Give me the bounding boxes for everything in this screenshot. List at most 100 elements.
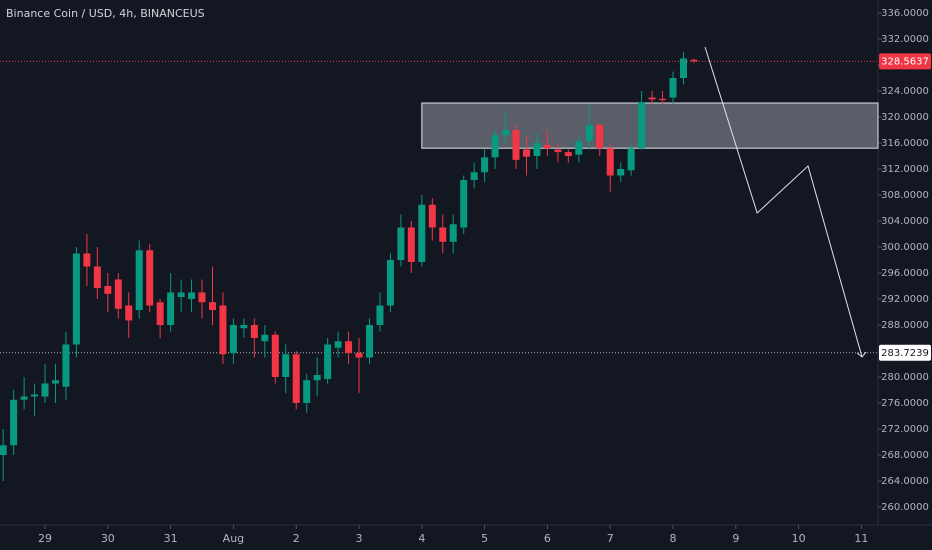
candle-body: [523, 149, 531, 157]
candle-body: [680, 58, 688, 78]
candle-body: [261, 334, 269, 342]
y-tick-label: 276.0000: [881, 398, 929, 409]
candle-body: [125, 305, 133, 321]
price-label: 328.5637: [881, 56, 929, 67]
x-tick-label: 3: [356, 532, 363, 545]
candle-body: [282, 354, 290, 377]
candle-body: [324, 344, 332, 379]
candle-body: [575, 141, 583, 155]
y-tick-label: 296.0000: [881, 268, 929, 279]
candle-body: [533, 142, 541, 156]
candle-body: [491, 135, 499, 158]
candle-body: [449, 224, 457, 242]
y-tick-label: 312.0000: [881, 164, 929, 175]
candle-body: [397, 227, 405, 260]
y-tick-label: 304.0000: [881, 216, 929, 227]
candle-body: [177, 292, 185, 298]
candle-body: [72, 253, 80, 345]
y-tick-label: 280.0000: [881, 372, 929, 383]
candle-body: [135, 250, 143, 311]
candle-body: [313, 375, 321, 381]
projection-line: [704, 46, 863, 358]
y-tick-label: 308.0000: [881, 190, 929, 201]
x-tick-label: 9: [732, 532, 739, 545]
x-tick-label: 10: [792, 532, 806, 545]
candle-body: [502, 129, 510, 136]
y-tick-label: 300.0000: [881, 242, 929, 253]
x-tick-label: 2: [293, 532, 300, 545]
candle-body: [669, 77, 677, 98]
y-tick-label: 264.0000: [881, 476, 929, 487]
arrow-head: [856, 351, 867, 358]
y-tick-label: 336.0000: [881, 8, 929, 19]
x-tick-label: 29: [38, 532, 52, 545]
candle-body: [439, 227, 447, 242]
candle-body: [366, 324, 374, 358]
candle-body: [355, 352, 363, 358]
chart-title: Binance Coin / USD, 4h, BINANCEUS: [6, 7, 205, 20]
candle-body: [617, 168, 625, 176]
y-tick-label: 320.0000: [881, 112, 929, 123]
candle-body: [585, 124, 593, 142]
y-tick-label: 272.0000: [881, 424, 929, 435]
candle-body: [407, 227, 415, 262]
candle-body: [690, 59, 698, 62]
candle-body: [564, 152, 572, 156]
candle-body: [627, 148, 635, 171]
candle-body: [62, 344, 70, 387]
candle-body: [648, 97, 656, 100]
candle-body: [198, 292, 206, 303]
y-tick-label: 332.0000: [881, 34, 929, 45]
x-tick-label: 31: [164, 532, 178, 545]
x-tick-label: 8: [670, 532, 677, 545]
candle-body: [167, 292, 175, 325]
candle-body: [376, 305, 384, 325]
x-tick-label: Aug: [223, 532, 244, 545]
candle-body: [250, 324, 258, 338]
candle-body: [31, 394, 39, 397]
price-label-box: [879, 344, 931, 361]
candle-body: [460, 180, 468, 228]
candle-body: [606, 148, 614, 176]
x-tick-label: 30: [101, 532, 115, 545]
candle-body: [83, 253, 91, 267]
y-tick-label: 260.0000: [881, 502, 929, 513]
candle-body: [41, 383, 49, 397]
candle-body: [386, 259, 394, 306]
price-label-box: [879, 53, 931, 70]
y-tick-label: 292.0000: [881, 294, 929, 305]
candle-body: [146, 250, 154, 306]
candle-body: [428, 204, 436, 228]
candle-body: [0, 445, 7, 455]
y-tick-label: 324.0000: [881, 86, 929, 97]
x-tick-label: 7: [607, 532, 614, 545]
candle-body: [303, 380, 311, 403]
candle-body: [512, 129, 520, 160]
x-tick-label: 4: [418, 532, 425, 545]
candle-body: [554, 149, 562, 153]
candle-body: [334, 341, 342, 348]
candle-body: [209, 302, 217, 311]
x-tick-label: 6: [544, 532, 551, 545]
y-tick-label: 288.0000: [881, 320, 929, 331]
candle-body: [240, 324, 248, 329]
candle-body: [638, 102, 646, 149]
candle-body: [20, 396, 28, 400]
y-tick-label: 268.0000: [881, 450, 929, 461]
candle-body: [596, 124, 604, 149]
candle-body: [114, 279, 122, 309]
candle-body: [104, 285, 112, 294]
x-tick-label: 5: [481, 532, 488, 545]
y-tick-label: 316.0000: [881, 138, 929, 149]
zone: [421, 102, 879, 149]
candle-body: [229, 324, 237, 353]
candle-body: [659, 98, 667, 101]
candle-body: [93, 266, 101, 288]
candle-body: [543, 144, 551, 149]
price-label: 283.7239: [881, 348, 929, 359]
candle-body: [271, 334, 279, 377]
candle-body: [156, 302, 164, 325]
candle-body: [188, 292, 196, 299]
